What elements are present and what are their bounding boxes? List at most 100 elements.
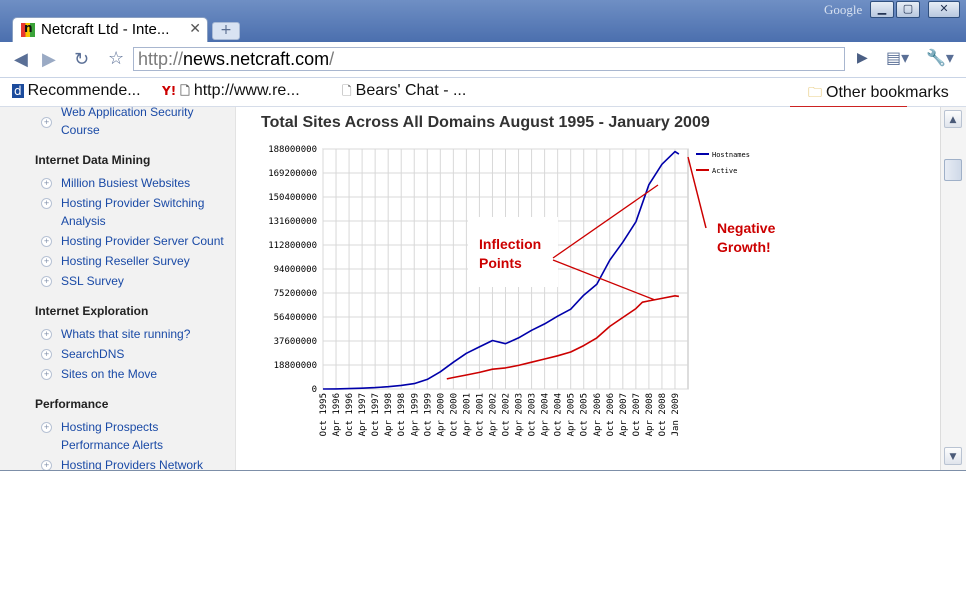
y-tick-label: 56400000 xyxy=(274,313,317,323)
y-tick-label: 94000000 xyxy=(274,265,317,275)
bullet-icon: + xyxy=(41,460,52,470)
page-menu-icon[interactable]: ▤▾ xyxy=(886,48,910,67)
series-line-hostnames xyxy=(322,150,680,390)
address-bar[interactable]: http://news.netcraft.com/ xyxy=(133,47,845,71)
chart-area: Total Sites Across All Domains August 19… xyxy=(236,107,940,470)
netcraft-favicon-icon: n xyxy=(21,21,35,37)
bullet-icon: + xyxy=(41,369,52,380)
sidebar-link-ssl-survey[interactable]: SSL Survey xyxy=(61,274,124,288)
sidebar-link-searchdns[interactable]: SearchDNS xyxy=(61,347,125,361)
scroll-up-arrow-icon[interactable]: ▲ xyxy=(944,110,962,128)
sidebar-link-web-app-security[interactable]: Web Application Security Course xyxy=(61,107,194,137)
other-bookmarks-label: Other bookmarks xyxy=(826,84,949,101)
close-window-button[interactable]: ✕ xyxy=(928,1,960,18)
go-arrow-icon[interactable]: ▶ xyxy=(857,50,868,66)
annotation-pointer-line xyxy=(552,184,659,259)
bookmark-recommended[interactable]: d Recommende... xyxy=(12,82,141,100)
back-arrow-icon[interactable]: ◀ xyxy=(14,49,28,70)
bookmarks-bar: d Recommende... Y! 🗋 http://www.re... 🗋 Bear… xyxy=(0,78,966,108)
x-tick-label: Apr 2000 xyxy=(436,393,446,436)
browser-brand: Google xyxy=(824,2,863,17)
annotation-pointer-line xyxy=(552,259,656,301)
sidebar-link-sites-on-move[interactable]: Sites on the Move xyxy=(61,367,158,381)
annotation-pointer-line xyxy=(687,156,707,229)
x-tick-label: Apr 1998 xyxy=(384,393,394,436)
tab-close-icon[interactable]: ✕ xyxy=(189,21,201,37)
section-internet-exploration: Internet Exploration xyxy=(35,304,149,318)
bookmark-bears-chat[interactable]: 🗋 Bears' Chat - ... xyxy=(342,82,466,103)
tab-title: Netcraft Ltd - Inte... xyxy=(41,21,170,38)
y-tick-label: 169200000 xyxy=(268,169,317,179)
folder-icon: 🗀 xyxy=(808,85,822,101)
y-tick-label: 0 xyxy=(312,385,317,395)
x-tick-label: Oct 1999 xyxy=(423,393,433,436)
sidebar-link-hosting-prospects[interactable]: Hosting Prospects xyxy=(61,420,159,434)
bookmark-www[interactable]: Y! 🗋 http://www.re... xyxy=(162,82,300,103)
scroll-thumb[interactable] xyxy=(944,159,962,181)
bullet-icon: + xyxy=(41,256,52,267)
bookmark-favicon-icon: d xyxy=(12,84,24,98)
x-tick-label: Jan 2009 xyxy=(671,393,681,436)
new-tab-button[interactable]: + xyxy=(212,22,240,40)
bullet-icon: + xyxy=(41,329,52,340)
x-tick-label: Oct 1995 xyxy=(319,393,329,436)
yahoo-favicon-icon: Y! xyxy=(162,84,177,98)
x-tick-label: Apr 1999 xyxy=(410,393,420,436)
page-icon: 🗋 xyxy=(342,84,352,98)
sidebar-link-server-count[interactable]: Hosting Provider Server Count xyxy=(61,234,224,248)
sidebar-link-reseller-survey[interactable]: Hosting Reseller Survey xyxy=(61,254,190,268)
y-tick-label: 37600000 xyxy=(274,337,317,347)
sidebar-link-provider-switching[interactable]: Hosting Provider Switching Analysis xyxy=(61,196,205,228)
sidebar-nav: + Web Application Security Course Interne… xyxy=(0,107,236,470)
x-tick-label: Oct 2005 xyxy=(580,393,590,436)
x-tick-label: Apr 2002 xyxy=(488,393,498,436)
vertical-scrollbar[interactable]: ▲ ▼ xyxy=(940,107,966,470)
x-tick-label: Apr 2006 xyxy=(593,393,603,436)
bullet-icon: + xyxy=(41,236,52,247)
y-tick-label: 131600000 xyxy=(268,217,317,227)
bullet-icon: + xyxy=(41,117,52,128)
x-tick-label: Oct 2008 xyxy=(658,393,668,436)
navigation-toolbar: ◀ ▶ ↻ ☆ http://news.netcraft.com/ ▶ ▤▾ 🔧… xyxy=(0,42,966,78)
x-tick-label: Apr 2008 xyxy=(645,393,655,436)
bullet-icon: + xyxy=(41,198,52,209)
sidebar-link-million-busiest[interactable]: Million Busiest Websites xyxy=(61,176,191,190)
forward-arrow-icon[interactable]: ▶ xyxy=(42,49,56,70)
maximize-button[interactable]: ▢ xyxy=(896,1,920,18)
bookmark-label: http://www.re... xyxy=(193,82,300,99)
bullet-icon: + xyxy=(41,178,52,189)
bookmark-label: Bears' Chat - ... xyxy=(355,82,467,99)
annotation-box xyxy=(468,217,558,287)
y-tick-label: 75200000 xyxy=(274,289,317,299)
x-tick-label: Apr 2001 xyxy=(462,393,472,436)
sidebar-link-providers-network[interactable]: Hosting Providers Network xyxy=(61,458,204,470)
reload-icon[interactable]: ↻ xyxy=(74,49,90,70)
url-path: / xyxy=(329,49,335,69)
bookmark-star-icon[interactable]: ☆ xyxy=(108,48,125,69)
bookmark-label: Recommende... xyxy=(27,82,141,99)
bullet-icon: + xyxy=(41,349,52,360)
x-tick-label: Oct 2001 xyxy=(475,393,485,436)
series-line-active xyxy=(446,295,680,380)
x-tick-label: Apr 2005 xyxy=(567,393,577,436)
x-tick-label: Oct 2004 xyxy=(554,393,564,436)
section-internet-data-mining: Internet Data Mining xyxy=(35,153,151,167)
x-tick-label: Oct 2006 xyxy=(606,393,616,436)
scroll-down-arrow-icon[interactable]: ▼ xyxy=(944,447,962,465)
url-scheme: http:// xyxy=(138,49,184,69)
bullet-icon: + xyxy=(41,422,52,433)
x-tick-label: Apr 1997 xyxy=(358,393,368,436)
legend-entry: Active xyxy=(712,167,737,175)
other-bookmarks[interactable]: 🗀 Other bookmarks xyxy=(808,82,949,106)
x-tick-label: Oct 2002 xyxy=(502,393,512,436)
tab-netcraft[interactable]: n Netcraft Ltd - Inte... ✕ xyxy=(12,17,208,43)
minimize-button[interactable]: ▁ xyxy=(870,1,894,18)
x-tick-label: Oct 1998 xyxy=(397,393,407,436)
wrench-menu-icon[interactable]: 🔧▾ xyxy=(926,48,954,67)
url-host: news.netcraft.com xyxy=(183,49,330,69)
sidebar-link-whats-running[interactable]: Whats that site running? xyxy=(61,327,191,341)
sidebar-link-performance-alerts[interactable]: Performance Alerts xyxy=(61,438,164,452)
x-tick-label: Oct 2000 xyxy=(449,393,459,436)
chart-svg: 0 18800000 37600000 56400000 75200000 9400000… xyxy=(268,145,775,436)
annotation-inflection-points: Inflection Points xyxy=(479,236,541,271)
